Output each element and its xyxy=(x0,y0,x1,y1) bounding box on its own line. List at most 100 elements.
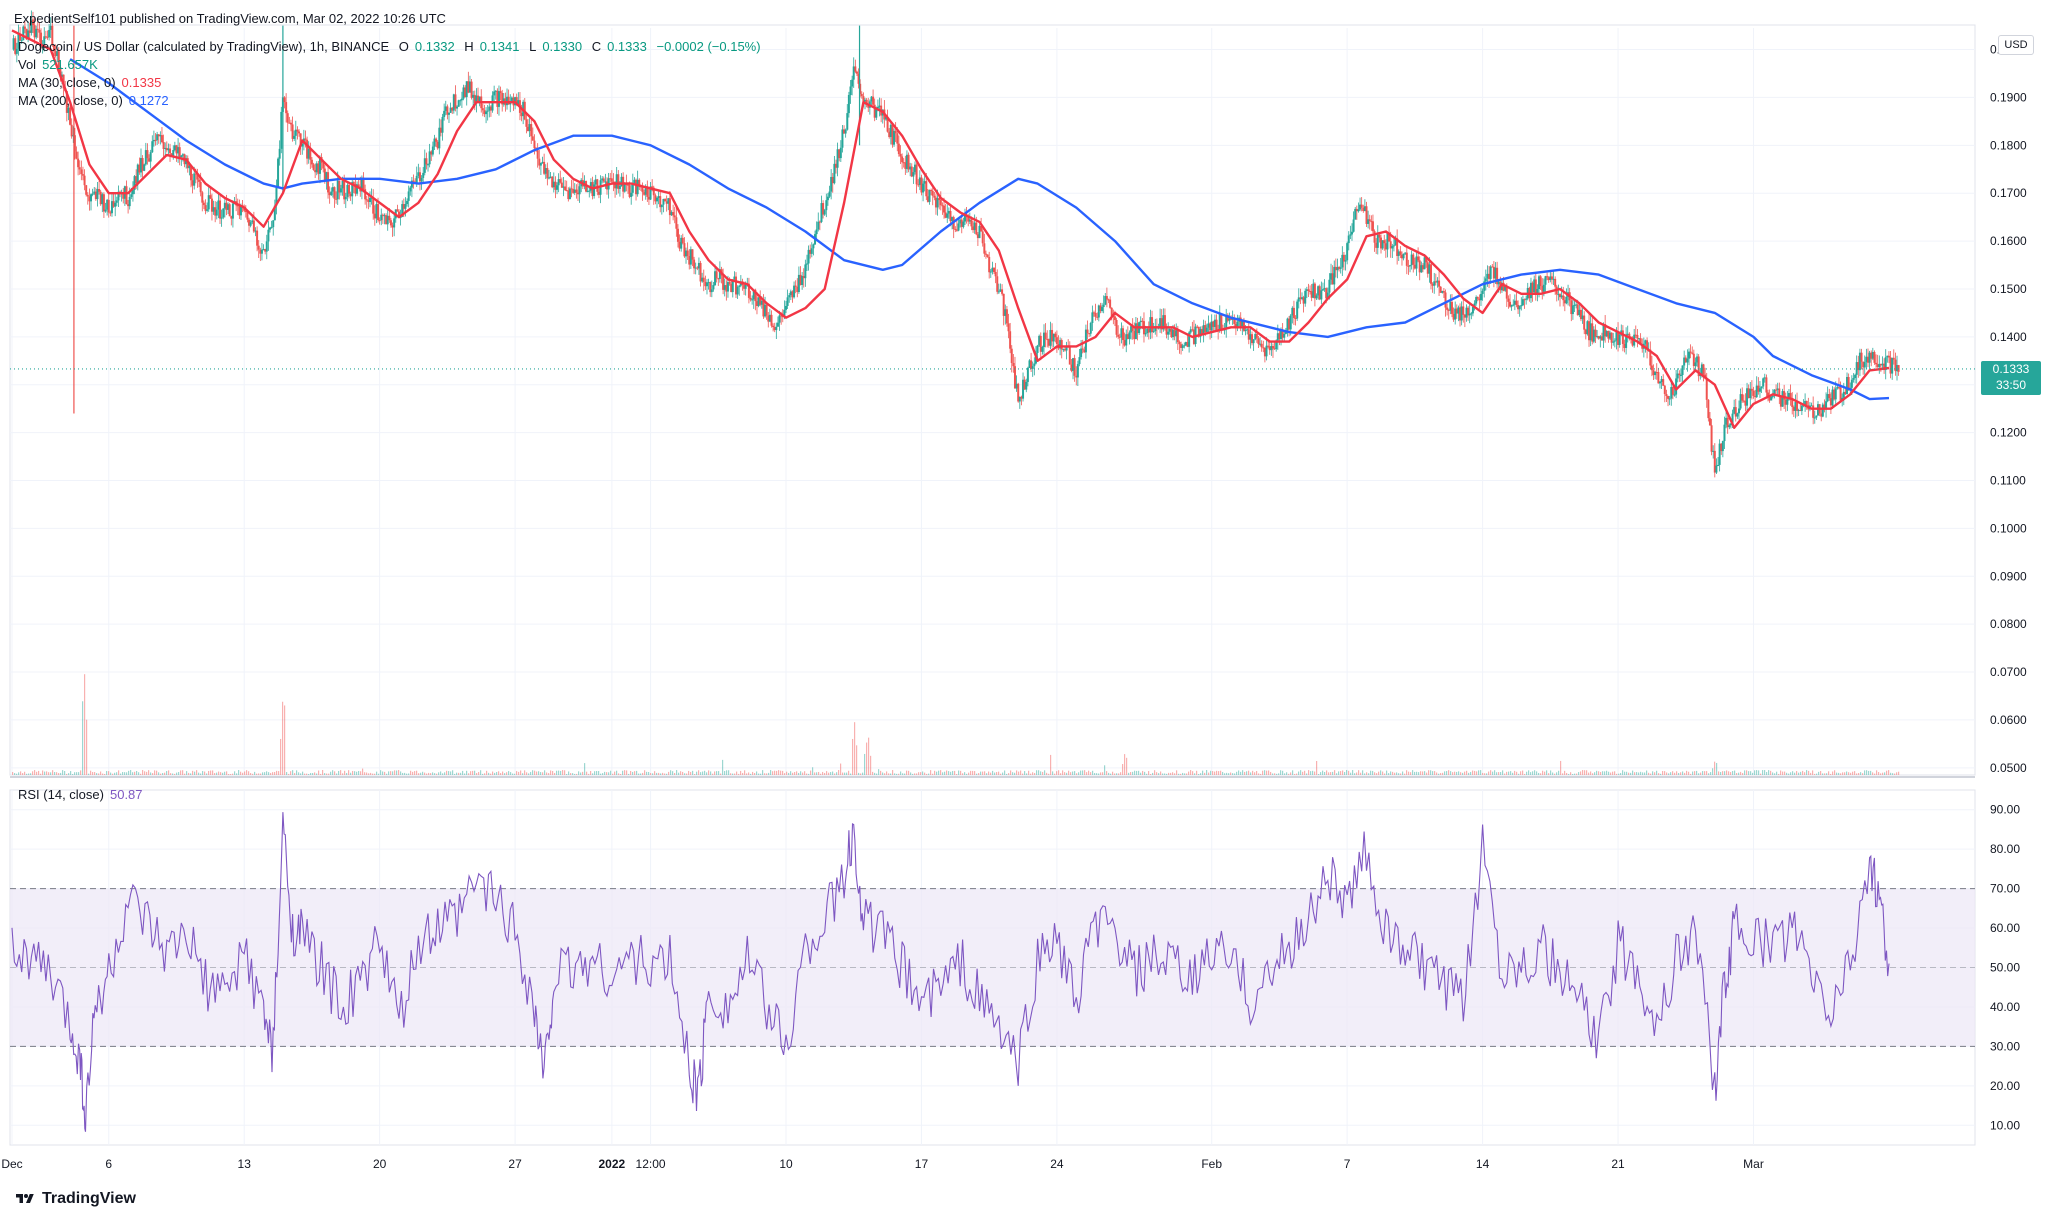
price-candle-body xyxy=(747,283,750,298)
price-candle-body xyxy=(349,193,352,197)
price-candle-body xyxy=(1792,407,1795,411)
price-candle-body xyxy=(1813,417,1816,419)
price-candle-body xyxy=(809,249,812,254)
price-candle-body xyxy=(381,214,384,216)
price-candle-body xyxy=(1889,357,1892,374)
volume-bar xyxy=(1822,773,1824,775)
price-candle-body xyxy=(1425,257,1428,263)
vol-label[interactable]: Vol xyxy=(18,57,37,72)
price-tick-label: 0.1600 xyxy=(1990,234,2027,248)
volume-bar xyxy=(1022,773,1024,775)
rsi-label[interactable]: RSI (14, close) xyxy=(18,787,104,802)
volume-bar xyxy=(372,773,374,775)
price-candle-body xyxy=(1791,398,1794,408)
price-candle-body xyxy=(839,147,842,159)
price-tick-label: 0.1800 xyxy=(1990,138,2027,152)
volume-bar xyxy=(1244,771,1246,775)
volume-bar xyxy=(82,701,84,775)
volume-bar xyxy=(1766,771,1768,775)
price-candle-body xyxy=(1649,349,1652,366)
volume-bar xyxy=(500,773,502,775)
volume-bar xyxy=(20,771,22,775)
volume-bar xyxy=(56,772,58,775)
volume-bar xyxy=(258,773,260,775)
volume-bar xyxy=(1120,772,1122,775)
price-candle-body xyxy=(1144,333,1147,335)
ma200-label[interactable]: MA (200, close, 0) xyxy=(18,93,123,108)
price-candle-body xyxy=(106,199,109,210)
price-candle-body xyxy=(148,158,151,162)
price-candle-body xyxy=(1230,318,1233,320)
volume-bar xyxy=(812,767,814,775)
price-candle-body xyxy=(847,94,850,114)
price-tick-label: 0.0700 xyxy=(1990,665,2027,679)
price-candle-body xyxy=(736,286,739,295)
volume-bar xyxy=(794,772,796,775)
volume-bar xyxy=(1810,772,1812,775)
price-candle-body xyxy=(1542,284,1545,292)
price-candle-body xyxy=(859,83,862,94)
price-candle-body xyxy=(667,198,670,204)
price-candle-body xyxy=(1368,219,1371,222)
volume-bar xyxy=(1170,772,1172,775)
price-candle-body xyxy=(1386,232,1389,250)
symbol-title[interactable]: Dogecoin / US Dollar (calculated by Trad… xyxy=(18,39,390,54)
volume-bar xyxy=(1716,762,1718,775)
price-candle-body xyxy=(1283,333,1286,338)
volume-bar xyxy=(188,772,190,775)
volume-bar xyxy=(1068,770,1070,775)
volume-bar xyxy=(274,772,276,775)
price-candle-body xyxy=(1018,396,1021,402)
volume-bar xyxy=(1768,770,1770,775)
price-candle-body xyxy=(1013,366,1016,389)
ma30-label[interactable]: MA (30, close, 0) xyxy=(18,75,116,90)
price-candle-body xyxy=(433,138,436,147)
price-candle-body xyxy=(1741,394,1744,401)
volume-bar xyxy=(1726,770,1728,775)
volume-bar xyxy=(720,773,722,775)
volume-bar xyxy=(708,770,710,775)
price-candle-body xyxy=(231,203,234,219)
price-candle-body xyxy=(1850,379,1853,388)
price-candle-body xyxy=(1162,315,1165,330)
volume-bar xyxy=(1070,772,1072,775)
volume-bar xyxy=(1638,772,1640,775)
volume-bar xyxy=(1060,773,1062,775)
ma30-line xyxy=(11,29,1890,429)
volume-bar xyxy=(70,771,72,775)
volume-bar xyxy=(1848,772,1850,775)
volume-bar xyxy=(132,772,134,775)
volume-bar xyxy=(204,771,206,775)
price-candle-body xyxy=(1894,359,1897,372)
price-candle-body xyxy=(1055,337,1058,344)
price-candle-body xyxy=(180,155,183,157)
volume-bar xyxy=(1602,771,1604,775)
price-candle-body xyxy=(1036,345,1039,353)
price-candle-body xyxy=(1696,356,1699,363)
price-candle-body xyxy=(1579,309,1582,320)
tradingview-footer[interactable]: TradingView xyxy=(14,1190,136,1208)
price-candle-body xyxy=(718,269,721,279)
volume-bar xyxy=(222,772,224,775)
price-candle-body xyxy=(1063,349,1066,351)
volume-bar xyxy=(1432,771,1434,775)
rsi-tick-label: 70.00 xyxy=(1990,882,2020,896)
price-candle-body xyxy=(762,300,765,317)
volume-bar xyxy=(1328,772,1330,775)
price-candle-body xyxy=(794,285,797,287)
volume-bar xyxy=(226,771,228,775)
volume-bar xyxy=(1824,773,1826,775)
price-candle-body xyxy=(1392,245,1395,247)
price-candle-body xyxy=(754,289,757,302)
time-tick-label: 17 xyxy=(915,1157,929,1171)
price-candle-body xyxy=(1286,318,1289,331)
volume-bar xyxy=(1198,773,1200,775)
currency-button[interactable]: USD xyxy=(1998,35,2034,55)
price-candle-body xyxy=(1467,307,1470,316)
volume-bar xyxy=(1670,772,1672,775)
volume-bar xyxy=(1286,772,1288,775)
price-candle-body xyxy=(1575,304,1578,306)
price-candle-body xyxy=(1557,294,1560,296)
price-candle-body xyxy=(654,195,657,202)
